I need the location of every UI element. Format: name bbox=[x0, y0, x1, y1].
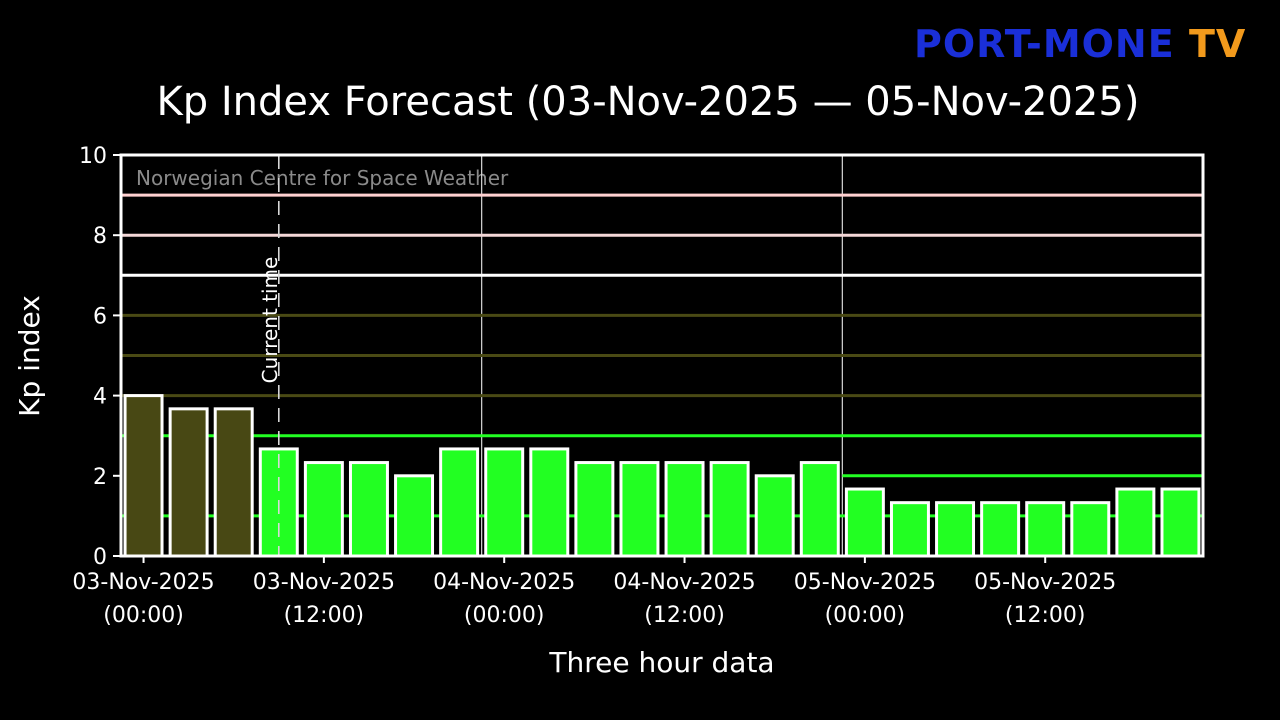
kp-bar bbox=[484, 447, 525, 558]
y-tick-label: 0 bbox=[93, 545, 107, 570]
plot-frame bbox=[119, 153, 1205, 558]
kp-bar bbox=[213, 407, 254, 558]
x-tick-label-date: 04-Nov-2025 bbox=[433, 570, 575, 595]
current-time-label: Current time bbox=[258, 257, 282, 384]
brand-logo: PORT-MONE TV bbox=[914, 22, 1246, 66]
x-tick-label-date: 05-Nov-2025 bbox=[794, 570, 936, 595]
x-tick-label-date: 04-Nov-2025 bbox=[613, 570, 755, 595]
x-tick-label-time: (12:00) bbox=[644, 603, 725, 628]
x-tick-label-time: (00:00) bbox=[464, 603, 545, 628]
watermark-text: Norwegian Centre for Space Weather bbox=[136, 166, 509, 190]
kp-bar bbox=[709, 461, 750, 558]
logo-text-part1: PORT-MONE bbox=[914, 22, 1175, 66]
x-tick-label-time: (00:00) bbox=[103, 603, 184, 628]
kp-bar bbox=[303, 461, 344, 558]
kp-bar bbox=[168, 407, 209, 558]
x-tick-label-date: 03-Nov-2025 bbox=[72, 570, 214, 595]
x-tick-label-time: (12:00) bbox=[284, 603, 365, 628]
kp-bar bbox=[799, 461, 840, 558]
y-axis-label: Kp index bbox=[13, 295, 46, 417]
kp-bar bbox=[529, 447, 570, 558]
kp-bar bbox=[844, 487, 885, 558]
x-tick-label-date: 03-Nov-2025 bbox=[253, 570, 395, 595]
kp-bar bbox=[889, 501, 930, 558]
x-tick-label-time: (00:00) bbox=[825, 603, 906, 628]
kp-bar bbox=[1070, 501, 1111, 558]
kp-bar bbox=[754, 474, 795, 558]
x-axis-label: Three hour data bbox=[548, 646, 774, 679]
kp-bar bbox=[439, 447, 480, 558]
kp-bar bbox=[1025, 501, 1066, 558]
y-tick-label: 10 bbox=[79, 144, 107, 169]
plot-area: Norwegian Centre for Space Weather Curren… bbox=[72, 144, 1205, 628]
chart-title: Kp Index Forecast (03-Nov-2025 — 05-Nov-… bbox=[157, 79, 1140, 125]
kp-bar bbox=[1115, 487, 1156, 558]
x-tick-label-time: (12:00) bbox=[1005, 603, 1086, 628]
kp-bar bbox=[574, 461, 615, 558]
kp-bar bbox=[348, 461, 389, 558]
y-tick-label: 8 bbox=[93, 224, 107, 249]
kp-bar bbox=[1160, 487, 1201, 558]
y-tick-label: 2 bbox=[93, 465, 107, 490]
logo-text-part2: TV bbox=[1188, 22, 1247, 66]
kp-bar bbox=[394, 474, 435, 558]
kp-bar bbox=[980, 501, 1021, 558]
x-tick-label-date: 05-Nov-2025 bbox=[974, 570, 1116, 595]
y-tick-label: 4 bbox=[93, 385, 107, 410]
kp-bar bbox=[664, 461, 705, 558]
kp-bar bbox=[935, 501, 976, 558]
kp-bar bbox=[123, 394, 164, 558]
kp-bar bbox=[619, 461, 660, 558]
y-tick-label: 6 bbox=[93, 304, 107, 329]
